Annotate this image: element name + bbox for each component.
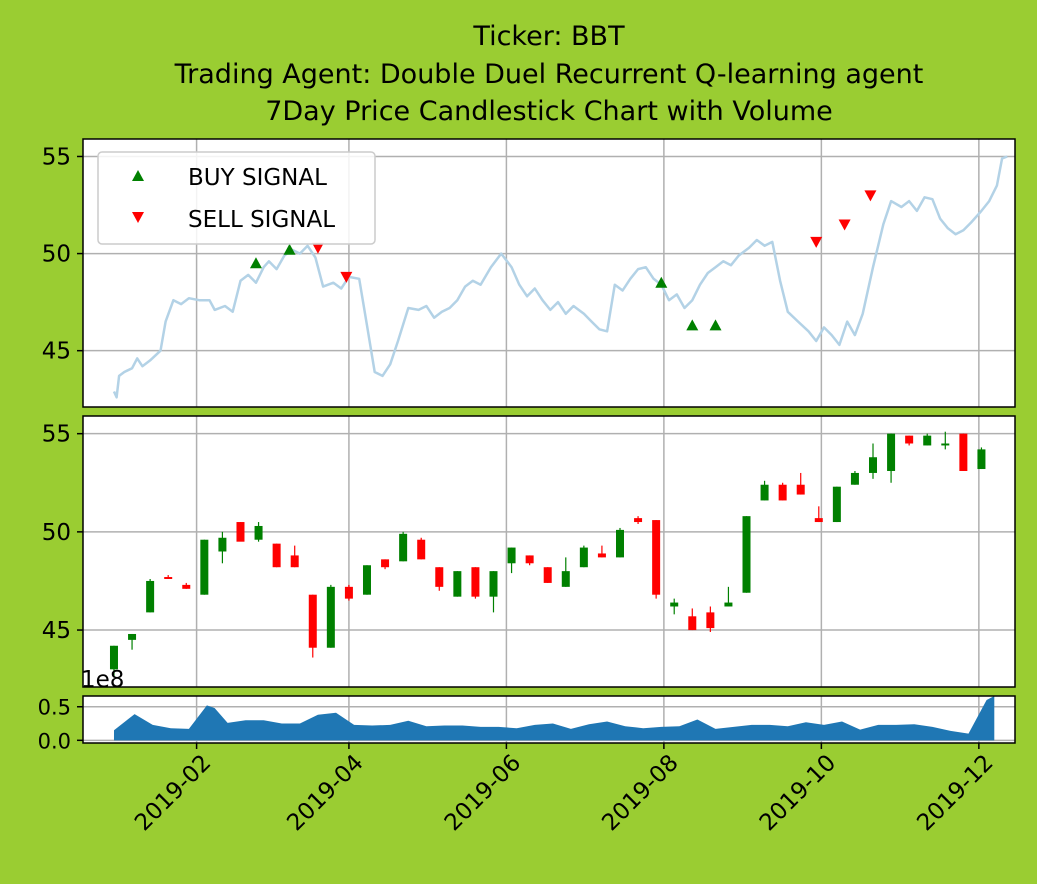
- candle-body: [526, 555, 534, 563]
- candle-up: [977, 447, 985, 469]
- candle-body: [471, 567, 479, 596]
- candle-body: [634, 518, 642, 522]
- candle-body: [236, 522, 244, 542]
- candle-down: [236, 522, 244, 542]
- y-tick-label: 45: [42, 618, 71, 644]
- candle-body: [833, 487, 841, 522]
- candle-down: [471, 567, 479, 598]
- chart-title-line-1: Ticker: BBT: [472, 21, 625, 52]
- candle-body: [128, 634, 136, 640]
- candle-body: [435, 567, 443, 587]
- candle-body: [652, 520, 660, 595]
- candle-body: [761, 485, 769, 501]
- candle-body: [508, 548, 516, 564]
- y-tick-label: 45: [42, 339, 71, 365]
- candle-body: [544, 567, 552, 583]
- candle-body: [381, 559, 389, 567]
- candle-body: [743, 516, 751, 593]
- candle-body: [724, 603, 732, 607]
- legend-sell-label: SELL SIGNAL: [188, 207, 335, 233]
- candle-body: [616, 530, 624, 557]
- candle-body: [363, 565, 371, 594]
- candle-up: [833, 487, 841, 522]
- y-tick-label: 50: [42, 242, 71, 268]
- candle-body: [851, 473, 859, 485]
- candle-body: [273, 544, 281, 568]
- candle-body: [887, 434, 895, 471]
- candle-body: [670, 603, 678, 607]
- candle-down: [779, 483, 787, 501]
- candle-body: [255, 526, 263, 540]
- candlestick-panel: 45 50 55: [42, 416, 1015, 687]
- candle-up: [616, 528, 624, 557]
- candle-body: [489, 571, 497, 597]
- candle-down: [652, 520, 660, 599]
- candle-body: [453, 571, 461, 597]
- candle-up: [200, 540, 208, 595]
- candle-body: [345, 587, 353, 599]
- candle-up: [851, 471, 859, 485]
- y-tick-label: 0.5: [38, 696, 71, 720]
- candle-body: [110, 646, 118, 670]
- y-tick-label: 0.0: [38, 729, 71, 753]
- candle-body: [164, 577, 172, 579]
- candle-down: [417, 538, 425, 560]
- candle-body: [309, 595, 317, 648]
- candle-body: [327, 587, 335, 648]
- candle-down: [959, 434, 967, 471]
- candle-up: [580, 546, 588, 568]
- candle-body: [200, 540, 208, 595]
- candle-body: [977, 449, 985, 469]
- candle-up: [399, 532, 407, 561]
- y-tick-label: 50: [42, 520, 71, 546]
- candle-body: [706, 612, 714, 628]
- candle-up: [327, 585, 335, 648]
- candle-body: [580, 548, 588, 568]
- candle-body: [399, 534, 407, 561]
- chart-title-line-3: 7Day Price Candlestick Chart with Volume: [265, 96, 833, 127]
- candle-body: [291, 555, 299, 567]
- candle-body: [562, 571, 570, 587]
- candle-down: [544, 567, 552, 583]
- candle-body: [779, 485, 787, 501]
- candle-up: [146, 579, 154, 612]
- candle-body: [869, 457, 877, 473]
- candle-body: [688, 616, 696, 630]
- y-tick-label: 55: [42, 144, 71, 170]
- candle-up: [363, 565, 371, 594]
- candle-body: [797, 485, 805, 495]
- candle-body: [815, 518, 823, 522]
- candle-body: [905, 436, 913, 444]
- candle-body: [959, 434, 967, 471]
- candle-body: [923, 436, 931, 446]
- candle-body: [941, 443, 949, 445]
- legend-buy-label: BUY SIGNAL: [188, 165, 327, 191]
- candle-body: [598, 553, 606, 557]
- candle-up: [453, 571, 461, 597]
- candle-body: [218, 538, 226, 552]
- chart-title-line-2: Trading Agent: Double Duel Recurrent Q-l…: [174, 59, 924, 90]
- candle-down: [273, 544, 281, 568]
- price-panel: 45 50 55 BUY SIGNAL SELL SIGNAL: [42, 139, 1015, 407]
- candle-body: [146, 581, 154, 612]
- candle-down: [345, 585, 353, 601]
- candle-up: [743, 516, 751, 593]
- candle-body: [417, 540, 425, 560]
- legend: BUY SIGNAL SELL SIGNAL: [98, 152, 375, 244]
- candle-body: [182, 585, 190, 589]
- volume-offset-text: 1e8: [81, 667, 124, 693]
- y-tick-label: 55: [42, 422, 71, 448]
